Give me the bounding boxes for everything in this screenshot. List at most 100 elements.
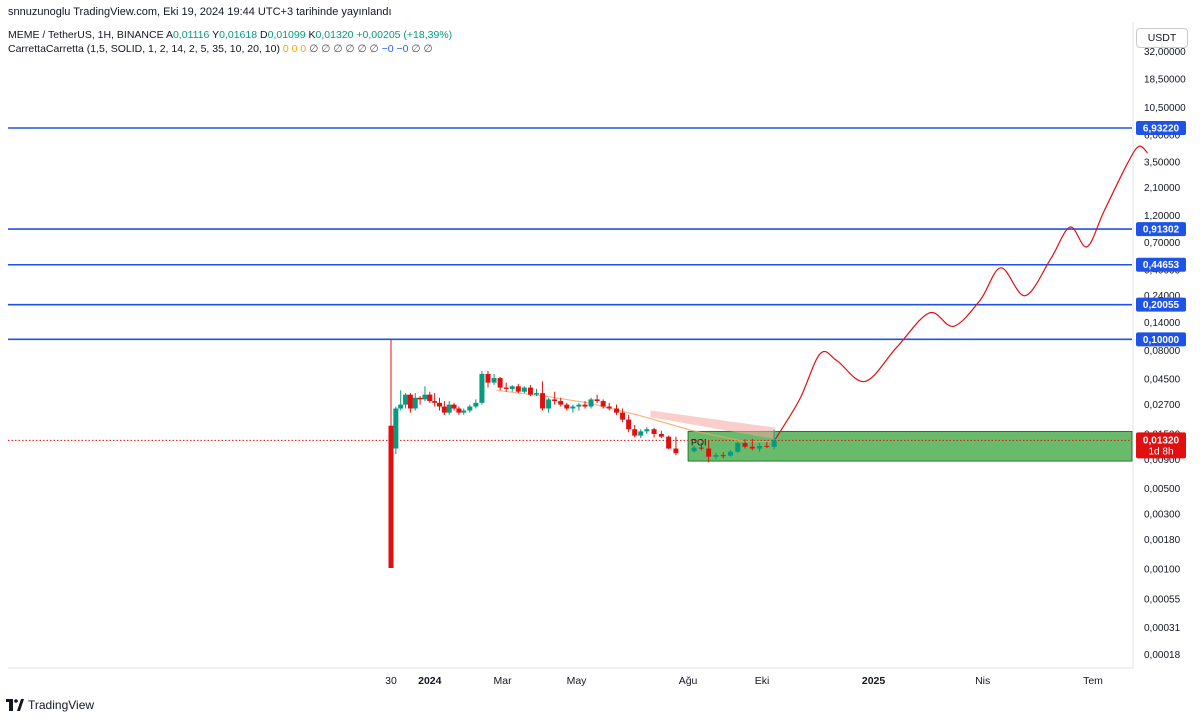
candle-body	[436, 402, 442, 407]
x-tick-label: Eki	[755, 675, 770, 687]
candle-body	[588, 399, 594, 407]
candle-body	[497, 378, 503, 388]
last-price-badge	[1136, 432, 1186, 459]
candle-body	[582, 404, 588, 407]
candle-body	[417, 397, 423, 400]
candle-body	[456, 408, 462, 413]
candle-body	[403, 394, 409, 405]
x-tick-label: Nis	[975, 675, 990, 687]
candle-body	[735, 443, 741, 452]
high-value: 0,01618	[219, 29, 258, 41]
symbol-legend: MEME / TetherUS, 1H, BINANCE A0,01116 Y0…	[8, 29, 452, 41]
currency-selector[interactable]: USDT	[1136, 28, 1188, 48]
symbol-name[interactable]: MEME / TetherUS, 1H, BINANCE	[8, 29, 164, 41]
candle-body	[691, 447, 697, 452]
candle-body	[651, 429, 657, 434]
y-tick-label: 0,00055	[1144, 594, 1181, 605]
y-tick-label: 0,08000	[1144, 346, 1181, 357]
close-value: 0,01320	[315, 29, 354, 41]
candle-body	[479, 373, 485, 403]
candle-body	[485, 373, 491, 383]
candle-body	[673, 448, 679, 454]
candle-body	[398, 404, 404, 409]
candle-body	[388, 425, 394, 568]
candle-body	[644, 429, 650, 432]
candle-body	[706, 448, 712, 457]
low-value: 0,01099	[267, 29, 306, 41]
candle-body	[620, 412, 626, 420]
y-tick-label: 0,02700	[1144, 400, 1181, 411]
y-tick-label: 0,70000	[1144, 238, 1181, 249]
y-tick-label: 0,14000	[1144, 318, 1181, 329]
candle-body	[713, 455, 719, 457]
candle-body	[638, 431, 644, 436]
level-price-label: 0,44653	[1143, 260, 1180, 271]
indicator-name[interactable]: CarrettaCarretta (1,5, SOLID, 1, 2, 14, …	[8, 43, 280, 55]
y-tick-label: 0,00100	[1144, 564, 1181, 575]
level-price-badge	[1136, 222, 1186, 237]
candle-body	[757, 445, 763, 449]
indicator-legend: CarrettaCarretta (1,5, SOLID, 1, 2, 14, …	[8, 43, 433, 55]
candle-body	[503, 387, 509, 389]
y-tick-label: 6,00000	[1144, 131, 1181, 142]
candle-body	[552, 399, 558, 402]
y-tick-label: 3,50000	[1144, 158, 1181, 169]
open-label: A	[165, 29, 173, 41]
candle-body	[432, 401, 438, 403]
poi-zone	[687, 430, 1133, 462]
close-label: K	[308, 29, 316, 41]
x-tick-label: Ağu	[679, 675, 698, 687]
x-tick-label: 2025	[862, 675, 886, 687]
candle-body	[720, 455, 726, 457]
candle-body	[422, 394, 428, 400]
candle-countdown-label: 1d 8h	[1148, 446, 1173, 457]
candle-body	[509, 386, 515, 389]
candle-body	[527, 387, 533, 395]
candle-body	[632, 429, 638, 436]
candle-body	[533, 393, 539, 395]
candle-body	[614, 408, 620, 413]
tradingview-logo-icon	[6, 699, 24, 711]
poi-zone-label: POI	[691, 437, 707, 447]
candle-body	[441, 406, 447, 413]
candle-body	[446, 404, 452, 413]
candle-body	[491, 378, 497, 383]
y-tick-label: 1,20000	[1144, 211, 1181, 222]
candle-body	[564, 404, 570, 409]
tradingview-logo[interactable]: TradingView	[6, 698, 94, 712]
y-tick-label: 0,00500	[1144, 484, 1181, 495]
indicator-values-gray: ∅ ∅ ∅ ∅ ∅ ∅	[309, 43, 379, 55]
x-tick-label: May	[567, 675, 588, 687]
candle-body	[451, 404, 457, 409]
y-tick-label: 0,24000	[1144, 291, 1181, 302]
level-price-label: 0,10000	[1143, 335, 1180, 346]
publish-caption: snnuzunoglu TradingView.com, Eki 19, 202…	[8, 6, 392, 18]
y-tick-label: 0,00180	[1144, 535, 1181, 546]
trend-band	[650, 410, 776, 440]
indicator-values-blue: −0 −0	[381, 43, 409, 55]
level-price-label: 0,91302	[1143, 225, 1180, 236]
candle-body	[407, 394, 413, 409]
x-tick-label: Mar	[493, 675, 512, 687]
candle-body	[461, 410, 467, 413]
level-price-badge	[1136, 297, 1186, 312]
y-tick-label: 10,50000	[1144, 103, 1186, 114]
candle-body	[606, 406, 612, 409]
level-price-label: 0,20055	[1143, 300, 1180, 311]
candle-body	[727, 451, 733, 456]
candle-body	[546, 399, 552, 409]
x-tick-label: 30	[385, 675, 397, 687]
level-price-badge	[1136, 332, 1186, 347]
x-tick-label: Tem	[1083, 675, 1103, 687]
candle-body	[515, 386, 521, 392]
candle-body	[771, 440, 777, 447]
candle-body	[600, 401, 606, 407]
level-price-badge	[1136, 257, 1186, 272]
candle-body	[467, 406, 473, 411]
candle-body	[764, 445, 770, 447]
y-tick-label: 18,50000	[1144, 75, 1186, 86]
indicator-values-tail: ∅ ∅	[411, 43, 433, 55]
projection-path	[774, 145, 1148, 440]
y-tick-label: 2,10000	[1144, 183, 1181, 194]
